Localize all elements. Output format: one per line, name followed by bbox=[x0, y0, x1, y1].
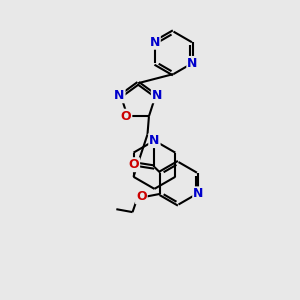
Text: N: N bbox=[152, 89, 162, 102]
Text: N: N bbox=[149, 36, 160, 49]
Text: N: N bbox=[187, 57, 198, 70]
Text: O: O bbox=[128, 158, 139, 171]
Text: O: O bbox=[136, 190, 147, 203]
Text: N: N bbox=[193, 188, 204, 200]
Text: O: O bbox=[121, 110, 131, 123]
Text: N: N bbox=[149, 134, 160, 147]
Text: N: N bbox=[114, 89, 124, 102]
